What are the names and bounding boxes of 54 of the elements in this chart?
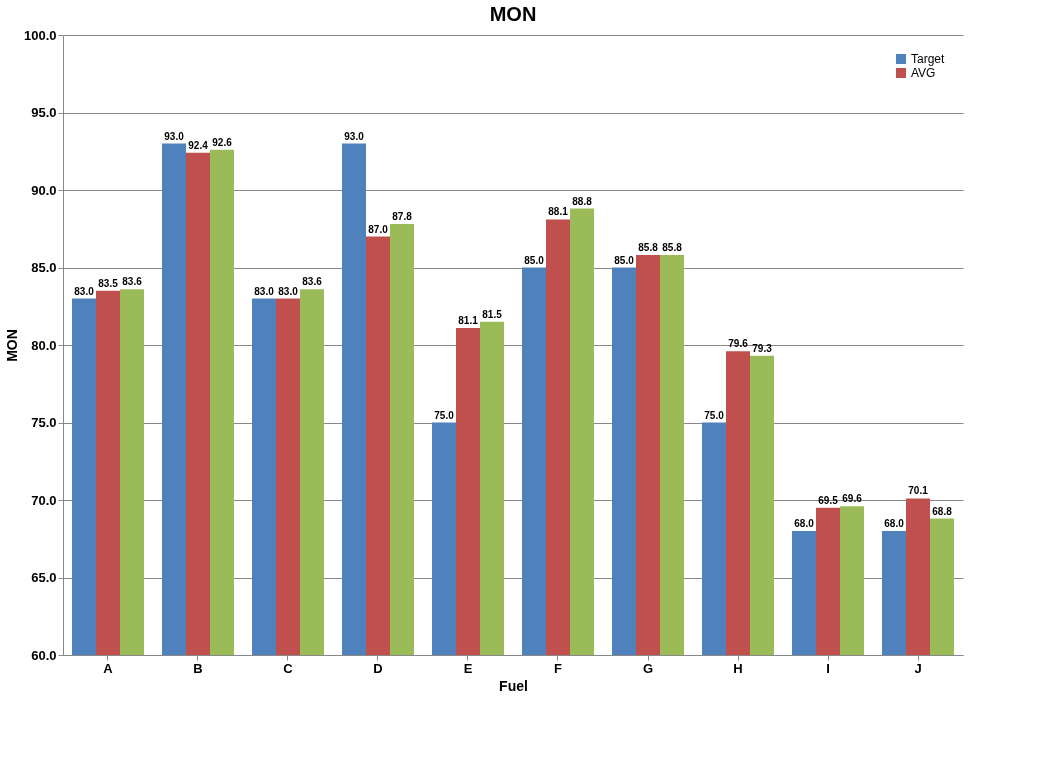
- y-axis-title: MON: [3, 329, 20, 362]
- data-label: 79.6: [728, 338, 749, 350]
- chart-title: MON: [489, 3, 537, 25]
- data-label: 83.0: [74, 285, 95, 297]
- data-label: 75.0: [434, 409, 455, 421]
- data-label: 87.0: [368, 223, 389, 235]
- x-tick-label: D: [373, 660, 383, 676]
- data-label: 81.5: [482, 308, 503, 320]
- data-label: 92.6: [212, 136, 233, 148]
- data-label: 88.8: [572, 195, 593, 207]
- y-tick-label: 70.0: [31, 492, 57, 508]
- legend-label: AVG: [911, 66, 936, 80]
- data-label: 68.8: [932, 505, 953, 517]
- y-tick-label: 60.0: [31, 647, 57, 663]
- data-label: 79.3: [752, 342, 773, 354]
- y-tick-label: 65.0: [31, 570, 57, 585]
- x-tick-label: C: [283, 660, 294, 676]
- y-tick-label: 95.0: [31, 105, 57, 120]
- y-tick-label: 85.0: [31, 260, 57, 275]
- x-tick-label: F: [554, 660, 563, 676]
- x-tick-label: E: [463, 660, 473, 676]
- data-label: 68.0: [884, 518, 905, 529]
- x-tick-label: A: [103, 660, 114, 676]
- x-axis-title: Fuel: [499, 677, 528, 694]
- x-tick-label: H: [733, 660, 743, 676]
- data-label: 69.5: [818, 494, 839, 506]
- data-label: 83.6: [122, 276, 143, 288]
- data-label: 92.4: [188, 139, 209, 151]
- data-label: 75.0: [704, 409, 725, 421]
- data-label: 93.0: [164, 130, 185, 142]
- y-tick-label: 100.0: [23, 27, 57, 43]
- data-label: 83.0: [254, 285, 275, 297]
- data-label: 83.5: [98, 277, 119, 289]
- data-label: 69.6: [842, 493, 863, 505]
- data-label: 83.0: [278, 285, 299, 297]
- data-label: 81.1: [458, 314, 479, 326]
- x-tick-label: G: [642, 660, 654, 676]
- data-label: 85.8: [638, 242, 659, 254]
- data-label: 85.8: [662, 242, 683, 254]
- x-tick-label: J: [914, 660, 922, 676]
- x-tick-label: I: [826, 660, 830, 676]
- data-label: 88.1: [548, 206, 569, 218]
- data-label: 87.8: [392, 211, 413, 223]
- data-label: 85.0: [614, 254, 635, 266]
- data-label: 83.6: [302, 276, 323, 288]
- data-label: 68.0: [794, 518, 815, 529]
- y-tick-label: 90.0: [31, 182, 57, 198]
- x-tick-label: B: [193, 660, 203, 676]
- data-label: 70.1: [908, 485, 929, 497]
- legend-label: Target: [911, 52, 946, 66]
- data-label: 85.0: [524, 254, 545, 266]
- y-tick-label: 80.0: [31, 337, 57, 353]
- y-tick-label: 75.0: [31, 415, 57, 430]
- data-label: 93.0: [344, 130, 365, 142]
